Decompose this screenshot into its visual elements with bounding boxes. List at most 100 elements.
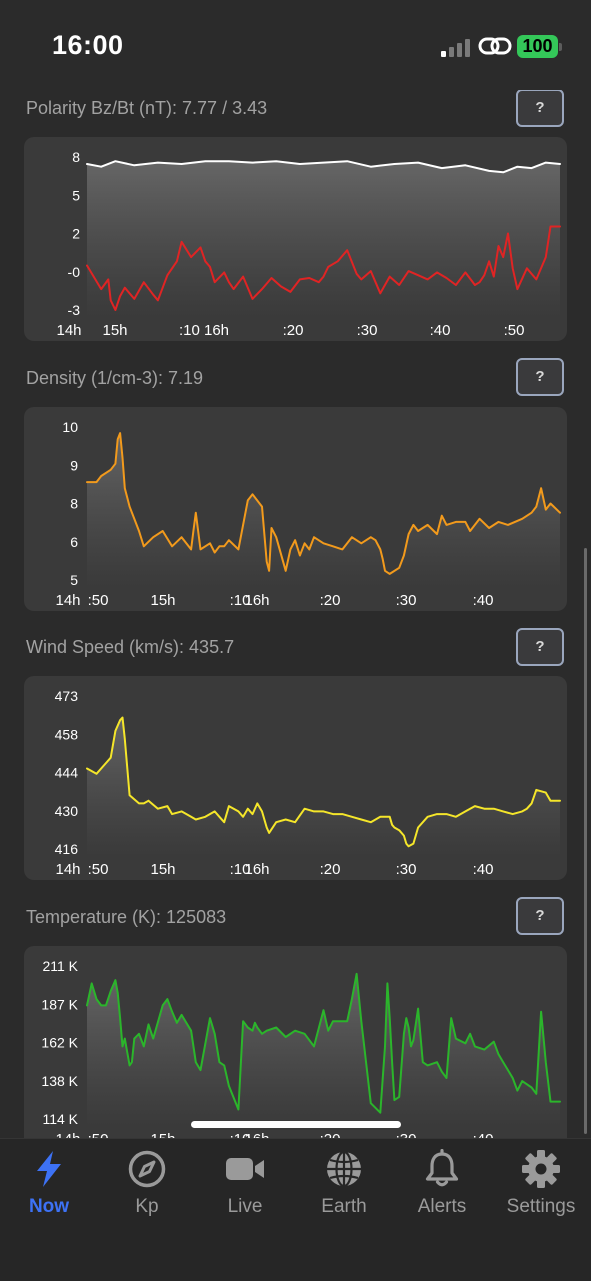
temperature-y-tick-label: 138 K xyxy=(41,1073,78,1089)
polarity-x-tick-label: 14h xyxy=(56,322,81,339)
hotspot-link-icon xyxy=(478,37,512,55)
density-y-tick-label: 10 xyxy=(62,419,78,435)
density-x-tick-label: :40 xyxy=(473,592,494,609)
bell-icon xyxy=(425,1149,459,1187)
wind-speed-y-tick-label: 416 xyxy=(55,841,79,857)
polarity-x-tick-label: :20 xyxy=(283,322,304,339)
polarity-label: Polarity Bz/Bt (nT): 7.77 / 3.43 xyxy=(26,98,268,118)
wind-speed-x-tick-label: 14h xyxy=(55,861,80,878)
density-y-tick-label: 5 xyxy=(70,572,78,588)
tab-now-label: Now xyxy=(28,1196,70,1217)
temperature-y-tick-label: 187 K xyxy=(41,996,78,1012)
wind-speed-series-line-0 xyxy=(86,716,561,848)
polarity-area-fill xyxy=(87,161,560,318)
density-y-tick-label: 9 xyxy=(70,457,78,473)
density-x-tick-label: 15h xyxy=(150,592,175,609)
globe-icon xyxy=(327,1150,361,1188)
lightning-bolt-icon xyxy=(37,1151,61,1187)
temperature-y-tick-label: 162 K xyxy=(41,1035,78,1051)
temperature-chart-svg: 211 K 187 K 162 K 138 K 114 K 14h:50 15h:1016h… xyxy=(41,958,561,1138)
temperature-series-line-0 xyxy=(86,972,561,1114)
battery-tip xyxy=(559,43,562,51)
polarity-chart: 8 5 2 -0 -3 14h 15h:10 16h:20:30:40:50 xyxy=(24,137,567,341)
polarity-help-button[interactable]: ? xyxy=(516,90,564,127)
density-series-line-0 xyxy=(86,432,561,575)
temperature-label: Temperature (K): 125083 xyxy=(26,907,227,927)
polarity-x-tick-label: :30 xyxy=(357,322,378,339)
tab-earth[interactable]: Earth xyxy=(295,1149,393,1229)
polarity-y-tick-label: 8 xyxy=(72,149,80,165)
tab-alerts-label: Alerts xyxy=(417,1196,467,1217)
tab-alerts[interactable]: Alerts xyxy=(393,1149,491,1229)
temperature-x-tick-label: :10 xyxy=(230,1131,251,1138)
density-x-tick-label: :20 xyxy=(320,592,341,609)
status-time: 16:00 xyxy=(52,30,124,60)
wind-speed-x-tick-label: :20 xyxy=(320,861,341,878)
tab-kp-label: Kp xyxy=(135,1196,159,1217)
density-label: Density (1/cm-3): 7.19 xyxy=(26,368,204,388)
temperature-x-tick-label: :50 xyxy=(88,1131,109,1138)
polarity-y-tick-label: -0 xyxy=(68,264,81,280)
temperature-x-tick-label: 14h xyxy=(55,1131,80,1138)
density-x-tick-label: 14h xyxy=(55,592,80,609)
temperature-x-tick-label: :30 xyxy=(396,1131,417,1138)
cellular-signal-icon xyxy=(441,39,470,57)
polarity-series-line-0 xyxy=(86,160,561,174)
wind-speed-area-fill xyxy=(87,717,560,857)
polarity-x-tick-label: :40 xyxy=(430,322,451,339)
polarity-series-line-1 xyxy=(86,225,561,311)
video-camera-icon xyxy=(226,1158,264,1180)
status-bar: 16:00 100 xyxy=(0,0,591,90)
density-y-tick-label: 6 xyxy=(70,534,78,550)
wind-speed-chart: 473 458 444 430 416 14h :50 15h :10 16h :20 :30 :40 xyxy=(24,676,567,880)
wind-speed-x-tick-label: :40 xyxy=(473,861,494,878)
wind-speed-help-button[interactable]: ? xyxy=(516,628,564,666)
battery-indicator: 100 xyxy=(517,35,563,58)
wind-speed-x-tick-label: 15h xyxy=(150,861,175,878)
vertical-scrollbar[interactable] xyxy=(584,548,587,1134)
temperature-chart: 211 K 187 K 162 K 138 K 114 K 14h:50 15h:1016h… xyxy=(24,946,567,1138)
wind-speed-y-tick-label: 430 xyxy=(55,803,79,819)
density-chart: 10 9 8 6 5 14h:50 15h:10 16h:20:30:40 xyxy=(24,407,567,611)
density-x-tick-label: 16h xyxy=(244,592,269,609)
temperature-area-fill xyxy=(87,973,560,1127)
tab-live[interactable]: Live xyxy=(196,1149,294,1229)
tab-kp[interactable]: Kp xyxy=(98,1149,196,1229)
tab-earth-label: Earth xyxy=(321,1196,367,1217)
wind-speed-y-tick-label: 473 xyxy=(55,688,79,704)
temperature-x-tick-label: 16h xyxy=(244,1131,269,1138)
polarity-x-tick-label: :10 16h xyxy=(179,322,229,339)
density-area-fill xyxy=(87,433,560,588)
density-x-tick-label: :30 xyxy=(396,592,417,609)
tab-settings[interactable]: Settings xyxy=(492,1149,590,1229)
wind-speed-label: Wind Speed (km/s): 435.7 xyxy=(26,637,235,657)
temperature-x-tick-label: :20 xyxy=(320,1131,341,1138)
tab-now[interactable]: Now xyxy=(0,1149,98,1229)
wind-speed-y-tick-label: 444 xyxy=(55,765,79,781)
polarity-chart-svg: 8 5 2 -0 -3 14h 15h:10 16h:20:30:40:50 xyxy=(56,149,561,339)
content-scroll-area[interactable]: Polarity Bz/Bt (nT): 7.77 / 3.43 ? 8 5 2 -0… xyxy=(0,90,591,1138)
temperature-x-tick-label: :40 xyxy=(473,1131,494,1138)
temperature-x-tick-label: 15h xyxy=(150,1131,175,1138)
wind-speed-x-tick-label: :50 xyxy=(88,861,109,878)
polarity-y-tick-label: -3 xyxy=(68,302,81,318)
density-y-tick-label: 8 xyxy=(70,496,78,512)
wind-speed-y-tick-label: 458 xyxy=(55,726,79,742)
density-x-tick-label: :50 xyxy=(88,592,109,609)
polarity-y-tick-label: 5 xyxy=(72,187,80,203)
compass-icon xyxy=(128,1150,166,1188)
wind-speed-x-tick-label: 16h xyxy=(244,861,269,878)
polarity-x-tick-label: 15h xyxy=(102,322,127,339)
gear-icon xyxy=(522,1150,560,1188)
polarity-y-tick-label: 2 xyxy=(72,226,80,242)
tab-bar: Now Kp Live Earth xyxy=(0,1138,591,1281)
wind-speed-x-tick-label: :30 xyxy=(396,861,417,878)
wind-speed-x-tick-label: :10 xyxy=(230,861,251,878)
temperature-help-button[interactable]: ? xyxy=(516,897,564,935)
density-help-button[interactable]: ? xyxy=(516,358,564,396)
tab-settings-label: Settings xyxy=(506,1196,576,1217)
tab-live-label: Live xyxy=(227,1196,263,1217)
temperature-y-tick-label: 114 K xyxy=(42,1111,78,1127)
